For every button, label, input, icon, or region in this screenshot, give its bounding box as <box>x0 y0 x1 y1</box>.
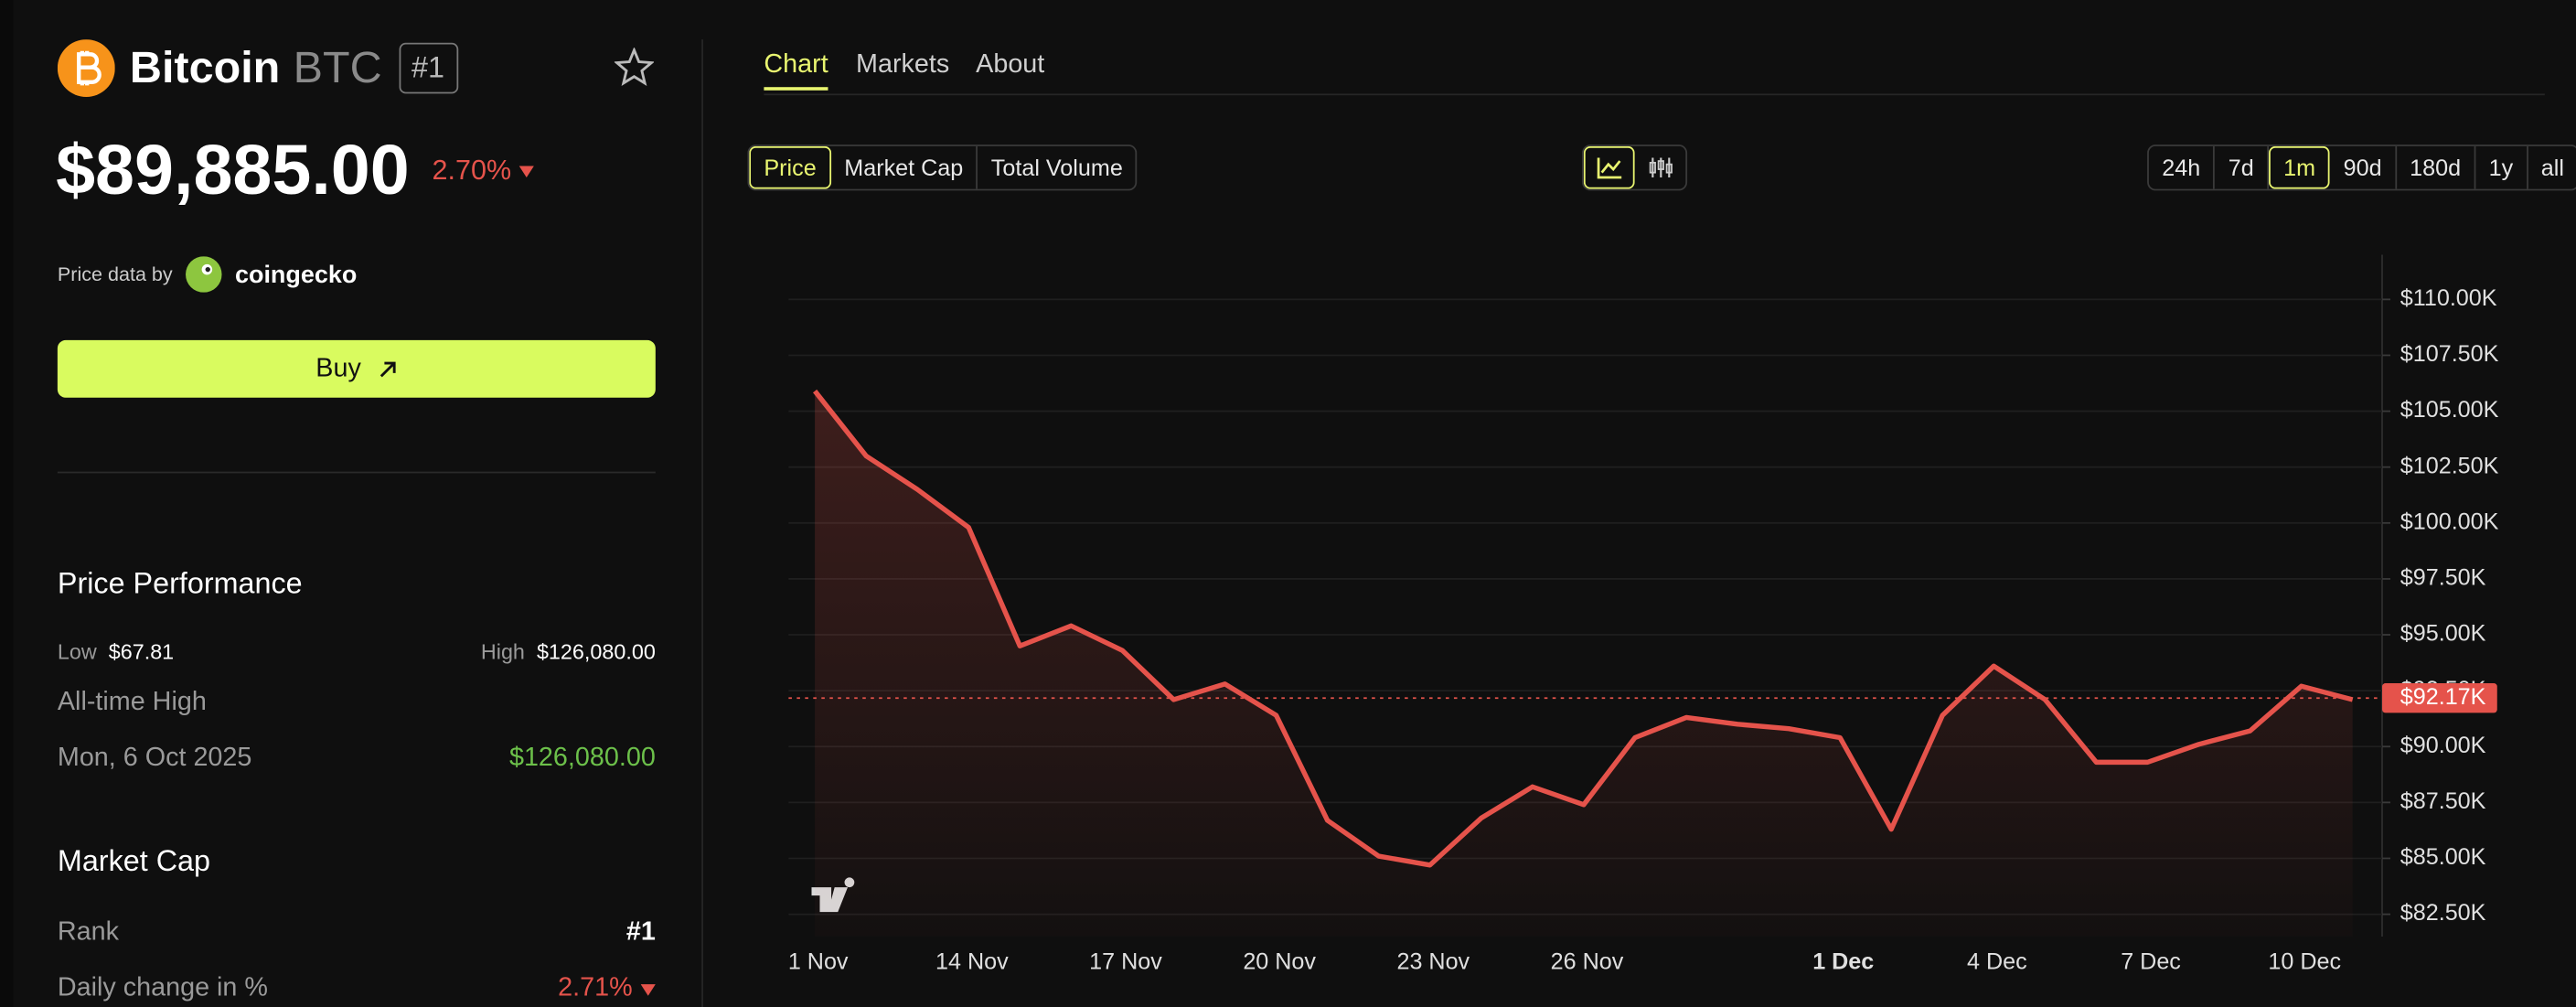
y-tick-label: $85.00K <box>2400 844 2486 870</box>
x-tick-label: 20 Nov <box>1243 948 1316 974</box>
y-tick-label: $100.00K <box>2400 509 2499 534</box>
x-tick-label: 26 Nov <box>1551 948 1624 974</box>
current-price-label: $92.17K <box>2400 684 2486 710</box>
y-tick-label: $95.00K <box>2400 621 2486 647</box>
x-tick-label: 1 Nov <box>788 948 849 974</box>
x-tick-label: 10 Dec <box>2268 948 2341 974</box>
x-tick-label: 14 Nov <box>935 948 1009 974</box>
x-tick-label: 4 Dec <box>1967 948 2027 974</box>
x-tick-label: 23 Nov <box>1396 948 1470 974</box>
area <box>815 391 2353 937</box>
y-tick-label: $87.50K <box>2400 788 2486 814</box>
y-tick-label: $110.00K <box>2400 285 2497 311</box>
y-tick-label: $97.50K <box>2400 565 2486 591</box>
y-tick-label: $102.50K <box>2400 453 2499 478</box>
x-tick-label: 7 Dec <box>2121 948 2181 974</box>
x-tick-label: 1 Dec <box>1812 948 1874 974</box>
y-tick-label: $107.50K <box>2400 341 2499 367</box>
x-tick-label: 17 Nov <box>1089 948 1162 974</box>
y-tick-label: $105.00K <box>2400 397 2499 423</box>
y-tick-label: $90.00K <box>2400 733 2486 758</box>
y-tick-label: $82.50K <box>2400 900 2486 926</box>
